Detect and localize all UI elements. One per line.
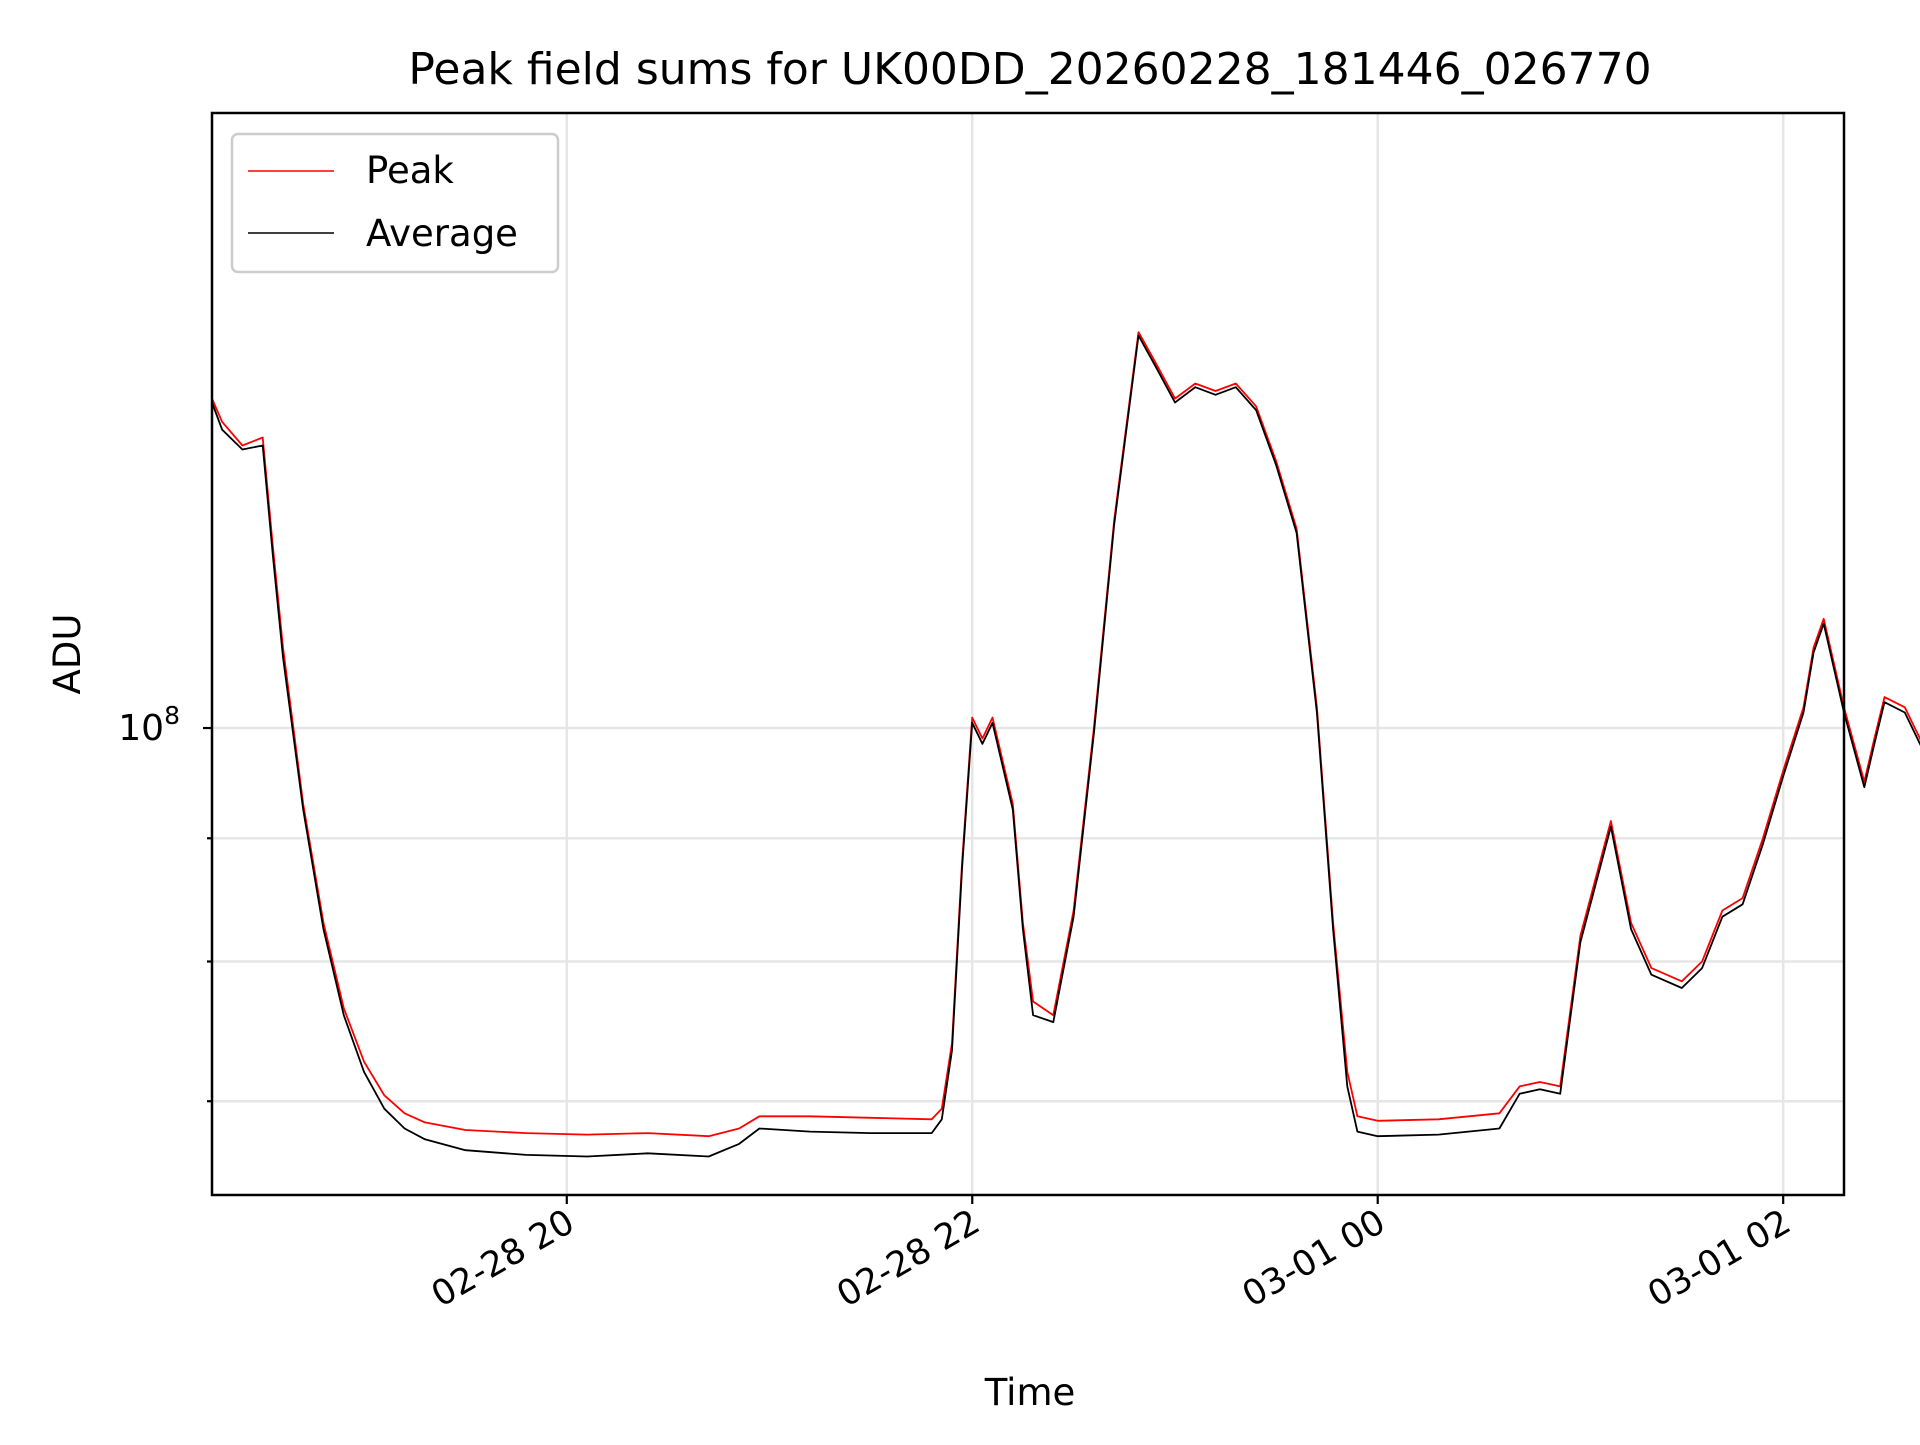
y-axis-label: ADU (46, 614, 89, 695)
x-axis-label: Time (984, 1371, 1076, 1414)
series-line-peak (211, 331, 1920, 1138)
legend-box (230, 132, 560, 274)
y-tick-label-exponent: 8 (164, 701, 180, 730)
y-tick-label-base: 10 (118, 708, 164, 749)
legend-peak-label: Peak (366, 149, 454, 192)
grid (212, 113, 1844, 1195)
y-axis-ticks (203, 726, 212, 1103)
plot-area-frame (210, 111, 1846, 1197)
legend-average-label: Average (366, 212, 518, 255)
legend: Peak Average (230, 132, 560, 274)
series-lines (211, 331, 1920, 1158)
series-line-average (211, 334, 1920, 1158)
y-tick-label: 108 (118, 701, 180, 749)
chart-title: Peak field sums for UK00DD_20260228_1814… (408, 44, 1651, 95)
